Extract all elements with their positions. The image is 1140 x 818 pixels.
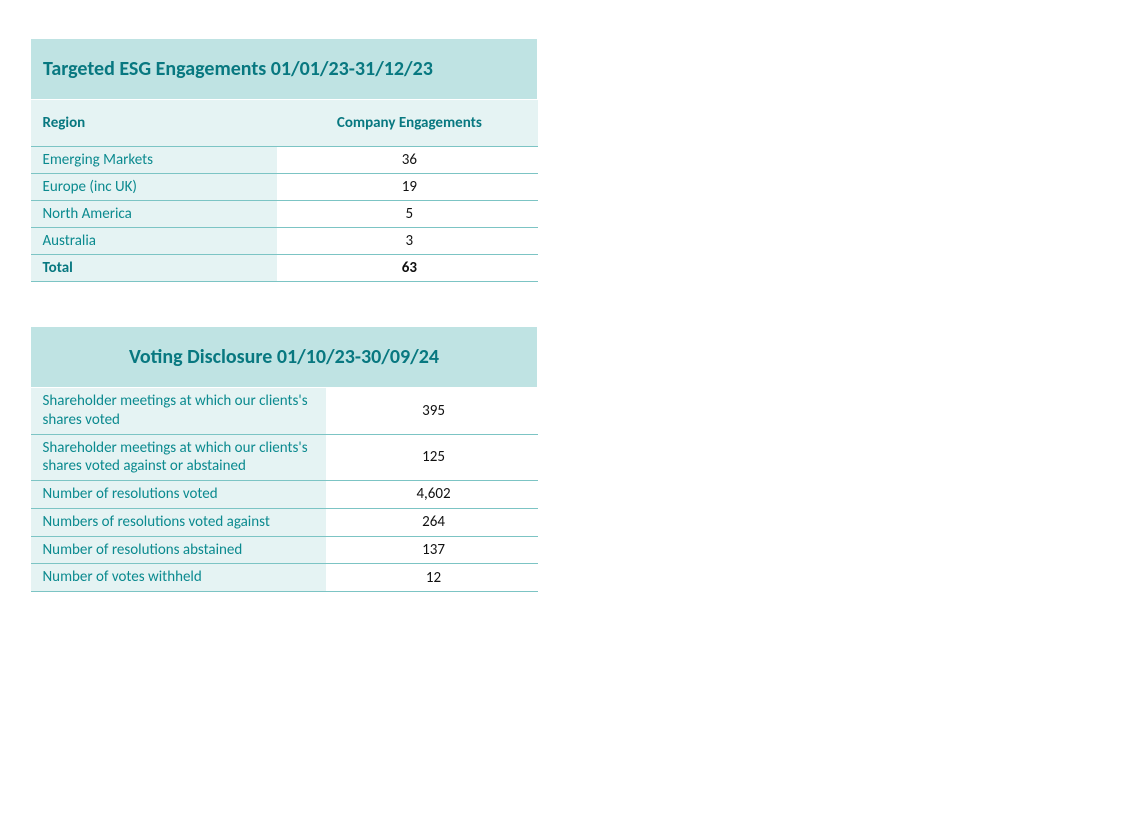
metric-value: 4,602 [326,481,538,509]
table-row: Number of resolutions abstained 137 [31,536,538,564]
metric-value: 395 [326,388,538,435]
metric-value: 264 [326,508,538,536]
metric-label: Number of resolutions abstained [31,536,326,564]
region-value: 5 [277,201,537,228]
table2-title: Voting Disclosure 01/10/23-30/09/24 [31,327,538,388]
metric-label: Number of votes withheld [31,564,326,592]
table-row: Shareholder meetings at which our client… [31,388,538,435]
esg-engagements-table: Targeted ESG Engagements 01/01/23-31/12/… [30,38,538,282]
metric-label: Shareholder meetings at which our client… [31,434,326,481]
table-row: Shareholder meetings at which our client… [31,434,538,481]
table-row: Europe (inc UK) 19 [31,174,538,201]
table-row: Numbers of resolutions voted against 264 [31,508,538,536]
region-label: Europe (inc UK) [31,174,278,201]
metric-value: 125 [326,434,538,481]
table-row: Number of votes withheld 12 [31,564,538,592]
region-label: Emerging Markets [31,147,278,174]
metric-label: Shareholder meetings at which our client… [31,388,326,435]
total-label: Total [31,255,278,282]
table-row: Australia 3 [31,228,538,255]
metric-label: Number of resolutions voted [31,481,326,509]
table-row: Number of resolutions voted 4,602 [31,481,538,509]
region-value: 36 [277,147,537,174]
total-value: 63 [277,255,537,282]
region-label: Australia [31,228,278,255]
table-row: North America 5 [31,201,538,228]
voting-disclosure-table: Voting Disclosure 01/10/23-30/09/24 Shar… [30,326,538,592]
table1-title: Targeted ESG Engagements 01/01/23-31/12/… [31,39,538,100]
table1-header-region: Region [31,100,278,147]
table1-header-engagements: Company Engagements [277,100,537,147]
region-value: 19 [277,174,537,201]
region-value: 3 [277,228,537,255]
metric-value: 137 [326,536,538,564]
region-label: North America [31,201,278,228]
table-row: Emerging Markets 36 [31,147,538,174]
metric-value: 12 [326,564,538,592]
metric-label: Numbers of resolutions voted against [31,508,326,536]
table1-total-row: Total 63 [31,255,538,282]
